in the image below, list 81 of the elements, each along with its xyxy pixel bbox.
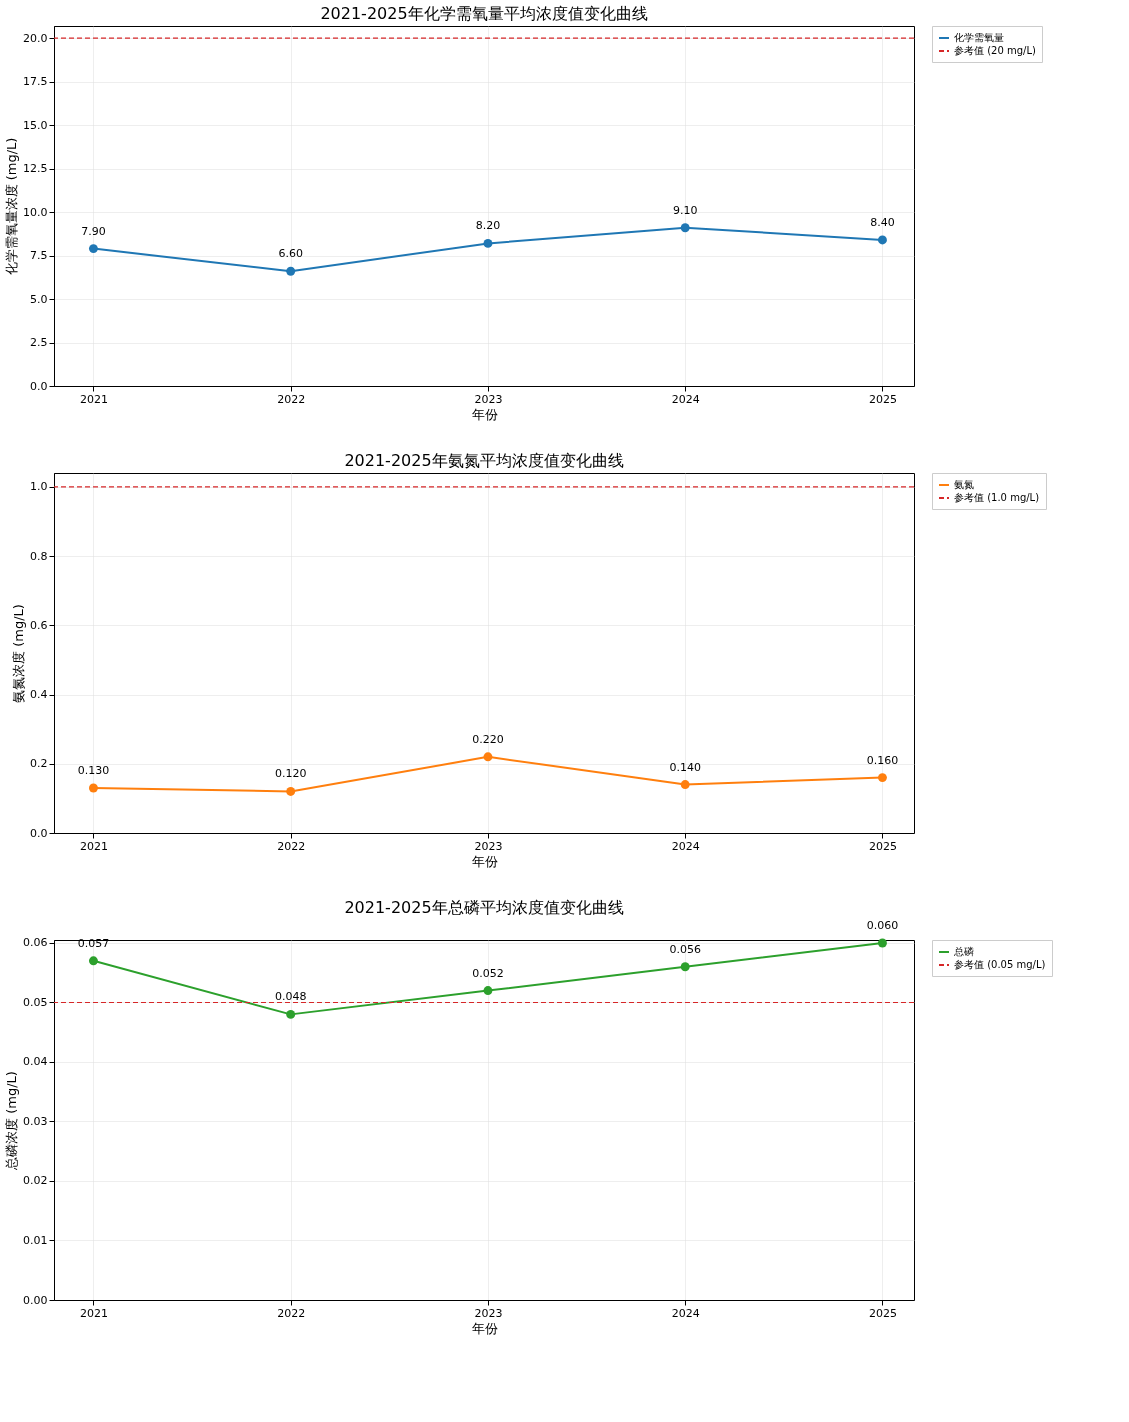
x-tick-label: 2022 bbox=[277, 839, 306, 853]
point bbox=[286, 787, 296, 796]
x-tick-label: 2024 bbox=[671, 839, 700, 853]
point bbox=[680, 223, 690, 233]
x-tick-label: 2022 bbox=[277, 392, 306, 406]
legend-label: 参考值 (1.0 mg/L) bbox=[954, 492, 1040, 503]
data-label: 0.048 bbox=[274, 990, 307, 1004]
point bbox=[286, 266, 296, 276]
y-tick-label: 0.0 bbox=[30, 826, 48, 840]
legend-label: 参考值 (20 mg/L) bbox=[954, 45, 1037, 56]
y-tick-label: 20.0 bbox=[23, 31, 48, 45]
y-tick-label: 0.0 bbox=[30, 379, 48, 393]
data-label: 0.140 bbox=[669, 760, 701, 774]
point bbox=[877, 773, 887, 783]
data-label: 6.60 bbox=[278, 247, 303, 261]
y-tick-label: 0.4 bbox=[30, 688, 48, 702]
y-tick-label: 0.02 bbox=[23, 1174, 48, 1188]
x-tick-label: 2021 bbox=[79, 839, 108, 853]
point bbox=[88, 244, 98, 254]
x-tick-label: 2021 bbox=[79, 392, 108, 406]
point bbox=[877, 938, 887, 948]
y-axis-title: 氨氮浓度 (mg/L) bbox=[11, 604, 27, 703]
data-label: 0.120 bbox=[274, 767, 307, 781]
y-tick-label: 0.01 bbox=[23, 1234, 48, 1247]
x-axis-title: 年份 bbox=[471, 853, 498, 869]
data-label: 8.20 bbox=[475, 219, 501, 233]
y-tick-label: 0.00 bbox=[23, 1293, 48, 1307]
chart-title: 2021-2025年氨氮平均浓度值变化曲线 bbox=[344, 450, 624, 470]
y-tick-label: 15.0 bbox=[23, 118, 48, 132]
y-tick-label: 12.5 bbox=[23, 162, 48, 176]
point bbox=[88, 783, 98, 793]
data-label: 8.40 bbox=[870, 215, 895, 229]
x-tick-label: 2024 bbox=[671, 1306, 700, 1320]
point bbox=[483, 238, 493, 248]
y-tick-label: 0.2 bbox=[30, 757, 48, 771]
y-tick-label: 0.06 bbox=[23, 936, 48, 950]
chart-title: 2021-2025年总磷平均浓度值变化曲线 bbox=[344, 897, 624, 917]
y-tick-label: 7.5 bbox=[30, 249, 48, 263]
x-tick-label: 2025 bbox=[868, 839, 897, 853]
x-tick-label: 2025 bbox=[868, 392, 897, 406]
y-tick-label: 10.0 bbox=[23, 205, 48, 219]
x-axis-title: 年份 bbox=[471, 1320, 498, 1336]
y-tick-label: 5.0 bbox=[30, 292, 48, 306]
x-tick-label: 2024 bbox=[671, 392, 700, 406]
y-tick-label: 0.04 bbox=[23, 1055, 48, 1069]
x-tick-label: 2023 bbox=[474, 392, 503, 406]
legend-label: 总磷 bbox=[953, 946, 974, 957]
y-tick-label: 1.0 bbox=[30, 480, 48, 494]
y-tick-label: 0.05 bbox=[23, 995, 48, 1009]
data-label: 0.056 bbox=[669, 942, 701, 956]
chart-title: 2021-2025年化学需氧量平均浓度值变化曲线 bbox=[320, 3, 648, 23]
y-tick-label: 0.8 bbox=[30, 549, 48, 563]
x-tick-label: 2025 bbox=[868, 1306, 897, 1320]
x-tick-label: 2021 bbox=[79, 1306, 108, 1320]
data-label: 0.130 bbox=[77, 764, 110, 777]
data-label: 0.060 bbox=[866, 918, 899, 932]
y-tick-label: 0.03 bbox=[23, 1114, 48, 1128]
y-axis-title: 化学需氧量浓度 (mg/L) bbox=[4, 137, 20, 276]
legend-label: 参考值 (0.05 mg/L) bbox=[954, 959, 1046, 970]
data-label: 0.160 bbox=[866, 753, 899, 767]
point bbox=[483, 986, 493, 996]
point bbox=[286, 1009, 296, 1019]
data-label: 9.10 bbox=[672, 203, 698, 217]
y-tick-label: 0.6 bbox=[30, 618, 48, 632]
point bbox=[680, 780, 690, 789]
legend-label: 化学需氧量 bbox=[954, 32, 1004, 43]
point bbox=[680, 962, 690, 972]
x-tick-label: 2023 bbox=[474, 839, 503, 853]
y-tick-label: 17.5 bbox=[23, 75, 48, 89]
legend-label: 氨氮 bbox=[954, 479, 974, 490]
point bbox=[483, 752, 493, 762]
data-label: 0.220 bbox=[472, 732, 504, 746]
y-axis-title: 总磷浓度 (mg/L) bbox=[4, 1071, 20, 1171]
y-tick-label: 2.5 bbox=[30, 336, 48, 350]
x-tick-label: 2022 bbox=[277, 1306, 306, 1320]
point bbox=[88, 956, 98, 966]
x-axis-title: 年份 bbox=[471, 406, 498, 422]
data-label: 0.052 bbox=[472, 966, 504, 980]
point bbox=[877, 235, 887, 245]
data-label: 7.90 bbox=[81, 224, 106, 238]
x-tick-label: 2023 bbox=[474, 1306, 503, 1320]
